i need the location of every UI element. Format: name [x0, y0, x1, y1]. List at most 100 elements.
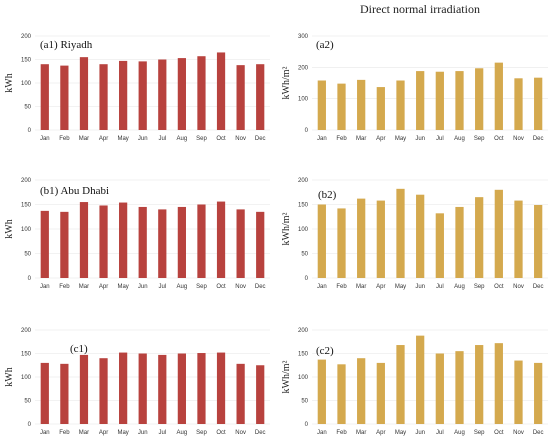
bar-may [396, 80, 405, 130]
bar-may [119, 352, 128, 424]
x-tick-label: Aug [177, 430, 188, 436]
x-tick-label: Jan [40, 430, 50, 436]
y-tick-label: 0 [28, 128, 32, 134]
x-tick-label: Jun [415, 430, 425, 436]
y-tick-label: 300 [298, 34, 309, 40]
x-tick-label: Dec [533, 430, 544, 436]
x-tick-label: Oct [216, 136, 226, 142]
x-tick-label: Mar [79, 284, 89, 290]
x-tick-label: Nov [235, 136, 246, 142]
bar-jul [435, 213, 444, 278]
bar-feb [60, 363, 69, 424]
x-tick-label: Jul [158, 430, 166, 436]
bar-sep [475, 197, 484, 278]
x-tick-label: Apr [376, 430, 385, 436]
x-tick-label: Mar [356, 430, 366, 436]
figure-title: Direct normal irradiation [360, 2, 480, 16]
bar-nov [514, 78, 523, 130]
x-tick-label: May [395, 284, 406, 290]
bar-oct [216, 201, 226, 278]
x-tick-label: May [395, 430, 406, 436]
y-tick-label: 100 [298, 97, 309, 103]
bar-feb [337, 83, 346, 130]
bar-apr [99, 64, 108, 130]
y-axis-label: kWh [4, 73, 15, 92]
bar-may [396, 345, 405, 424]
x-tick-label: Jan [317, 284, 327, 290]
bar-apr [376, 362, 385, 424]
y-tick-label: 0 [305, 276, 309, 282]
x-tick-label: Apr [99, 136, 108, 142]
x-tick-label: Feb [59, 284, 70, 290]
bar-nov [514, 200, 523, 278]
panel-label: (c2) [316, 345, 334, 357]
x-tick-label: Feb [59, 430, 70, 436]
bar-jan [317, 204, 326, 278]
y-tick-label: 50 [24, 399, 31, 405]
x-tick-label: Dec [255, 430, 266, 436]
bar-mar [357, 198, 366, 278]
y-tick-label: 200 [21, 178, 32, 184]
x-tick-label: Feb [59, 136, 70, 142]
x-tick-label: Apr [99, 284, 108, 290]
x-tick-label: Nov [235, 430, 246, 436]
x-tick-label: Jul [436, 430, 444, 436]
bar-jan [40, 362, 49, 424]
x-tick-label: Apr [99, 430, 108, 436]
x-tick-label: Nov [513, 136, 524, 142]
bar-sep [197, 56, 206, 130]
x-tick-label: Aug [177, 136, 188, 142]
x-tick-label: Aug [177, 284, 188, 290]
bar-mar [79, 57, 89, 130]
y-tick-label: 150 [298, 203, 309, 209]
x-tick-label: Oct [216, 430, 226, 436]
bar-mar [79, 202, 89, 278]
x-tick-label: May [395, 136, 406, 142]
y-tick-label: 150 [21, 352, 32, 358]
y-axis-label: kWh/m² [281, 67, 292, 100]
y-axis-label: kWh/m² [281, 361, 292, 394]
bar-apr [99, 358, 108, 424]
x-tick-label: Jul [436, 136, 444, 142]
x-tick-label: May [117, 430, 128, 436]
y-axis-label: kWh [4, 219, 15, 238]
bar-feb [337, 208, 346, 278]
y-tick-label: 200 [298, 65, 309, 71]
bar-sep [197, 353, 206, 424]
bar-jun [416, 71, 425, 130]
bar-feb [60, 211, 69, 278]
panel-label: (b2) [318, 189, 337, 201]
chart-panel-4: 0 50 100 150 200 Jan Feb Mar Apr May Jun Jul Aug Sep O… [281, 178, 548, 290]
x-tick-label: Oct [494, 430, 504, 436]
x-tick-label: Nov [513, 284, 524, 290]
x-tick-label: Jun [138, 284, 148, 290]
y-tick-label: 50 [24, 252, 31, 258]
bar-feb [337, 364, 346, 424]
chart-panel-1: 0 50 100 150 200 Jan Feb Mar Apr May Jun Jul Aug Sep O… [4, 34, 270, 142]
y-tick-label: 100 [21, 81, 32, 87]
bar-oct [216, 52, 226, 131]
x-tick-label: Jul [158, 136, 166, 142]
x-tick-label: Mar [79, 430, 89, 436]
y-tick-label: 0 [28, 276, 32, 282]
x-tick-label: Oct [216, 284, 226, 290]
x-tick-label: Mar [356, 136, 366, 142]
y-tick-label: 150 [21, 203, 32, 209]
bar-dec [256, 64, 265, 130]
x-tick-label: Aug [454, 136, 465, 142]
bar-may [119, 60, 128, 130]
y-tick-label: 0 [305, 422, 309, 428]
y-tick-label: 0 [28, 422, 32, 428]
bar-feb [60, 65, 69, 130]
x-tick-label: Sep [474, 284, 485, 290]
bar-may [396, 188, 405, 278]
x-tick-label: Feb [336, 430, 347, 436]
y-tick-label: 150 [21, 58, 32, 64]
x-tick-label: Jun [415, 284, 425, 290]
bar-jun [138, 206, 147, 278]
bar-aug [455, 71, 464, 130]
y-tick-label: 200 [21, 328, 32, 334]
chart-panel-5: 0 50 100 150 200 Jan Feb Mar Apr May Jun Jul Aug Sep O… [4, 328, 270, 436]
x-tick-label: Dec [255, 136, 266, 142]
